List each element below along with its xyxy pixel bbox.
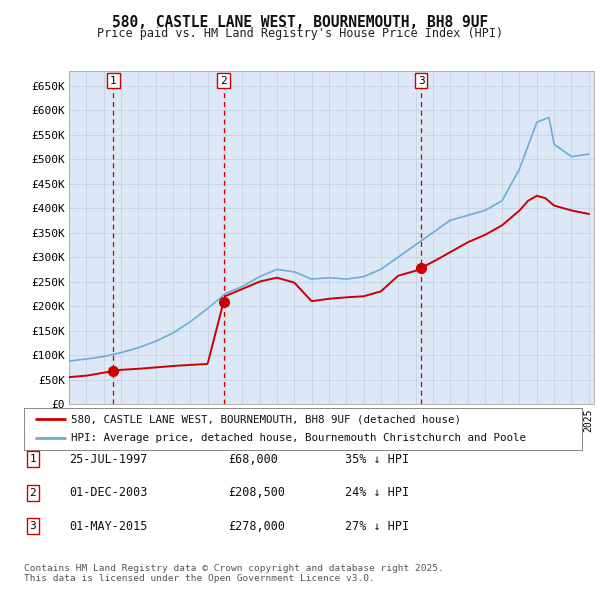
Text: 1: 1 [29, 454, 37, 464]
Text: 1: 1 [110, 76, 117, 86]
Text: 3: 3 [418, 76, 425, 86]
Text: 580, CASTLE LANE WEST, BOURNEMOUTH, BH8 9UF: 580, CASTLE LANE WEST, BOURNEMOUTH, BH8 … [112, 15, 488, 30]
Text: 35% ↓ HPI: 35% ↓ HPI [345, 453, 409, 466]
Text: 3: 3 [29, 522, 37, 531]
Text: 27% ↓ HPI: 27% ↓ HPI [345, 520, 409, 533]
Text: 580, CASTLE LANE WEST, BOURNEMOUTH, BH8 9UF (detached house): 580, CASTLE LANE WEST, BOURNEMOUTH, BH8 … [71, 414, 461, 424]
Text: £278,000: £278,000 [228, 520, 285, 533]
Text: 24% ↓ HPI: 24% ↓ HPI [345, 486, 409, 499]
Text: Price paid vs. HM Land Registry's House Price Index (HPI): Price paid vs. HM Land Registry's House … [97, 27, 503, 40]
Text: £208,500: £208,500 [228, 486, 285, 499]
Text: 01-MAY-2015: 01-MAY-2015 [69, 520, 148, 533]
Text: 2: 2 [220, 76, 227, 86]
Text: Contains HM Land Registry data © Crown copyright and database right 2025.
This d: Contains HM Land Registry data © Crown c… [24, 563, 444, 583]
Text: HPI: Average price, detached house, Bournemouth Christchurch and Poole: HPI: Average price, detached house, Bour… [71, 434, 526, 444]
Text: 25-JUL-1997: 25-JUL-1997 [69, 453, 148, 466]
Text: £68,000: £68,000 [228, 453, 278, 466]
Text: 2: 2 [29, 488, 37, 497]
Text: 01-DEC-2003: 01-DEC-2003 [69, 486, 148, 499]
